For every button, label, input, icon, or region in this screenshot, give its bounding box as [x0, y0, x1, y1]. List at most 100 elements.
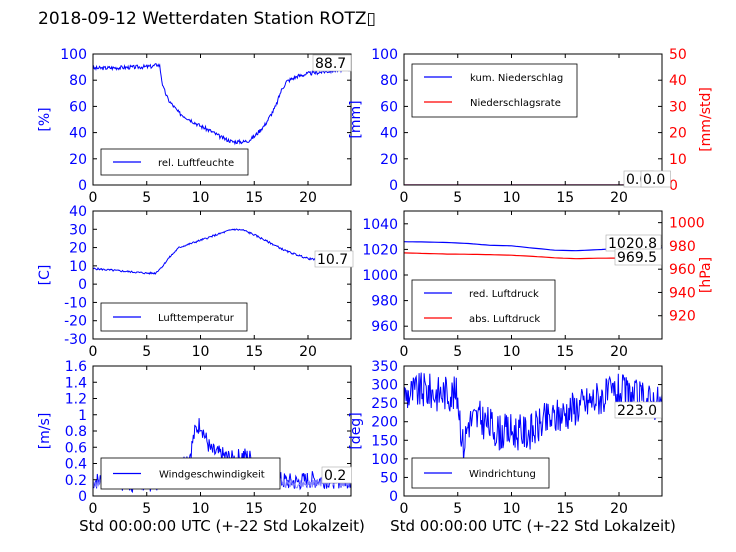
y-tick-label: 1000	[362, 268, 398, 284]
y-tick-label: 0.6	[65, 440, 87, 456]
x-tick-label: 0	[89, 344, 98, 360]
figure-title: 2018-09-12 Wetterdaten Station ROTZ▯	[38, 9, 376, 29]
y-tick-label: 0	[389, 489, 398, 505]
value-box-bg	[614, 401, 662, 419]
y2-axis-label: [hPa]	[698, 257, 714, 293]
y-tick-label: 40	[69, 204, 87, 220]
y-tick-label: 0	[78, 178, 87, 194]
y-tick-label: 1.2	[65, 392, 87, 408]
y-tick-label: 60	[69, 99, 87, 115]
x-tick-label: 10	[503, 190, 521, 206]
x-tick-label: 5	[142, 190, 151, 206]
y-tick-label: 0	[389, 178, 398, 194]
x-tick-label: 20	[610, 501, 628, 517]
y-tick-label: 350	[371, 359, 398, 375]
y-tick-label: 960	[371, 319, 398, 335]
y2-tick-label: 920	[669, 309, 696, 325]
value-box-2-bg	[614, 248, 662, 266]
panel-precipitation: 0 5 10 15 20 0 20 40 60 80 100 0 10 20 30 40 50 [mm] [mm/s…	[348, 47, 714, 206]
panel-pressure: 0 5 10 15 20 960 980 1000 1020 1040 920 940 960 980 10…	[362, 210, 714, 360]
y-axis-label: [%]	[37, 107, 53, 131]
y-tick-label: -30	[64, 332, 87, 348]
y-tick-label: 0.8	[65, 424, 87, 440]
value-box-2-bg	[640, 170, 671, 188]
legend-label: abs. Luftdruck	[469, 314, 540, 325]
y-tick-label: 80	[380, 73, 398, 89]
x-tick-label: 5	[453, 190, 462, 206]
y-tick-label: 100	[371, 452, 398, 468]
x-tick-label: 5	[453, 344, 462, 360]
legend-label: kum. Niederschlag	[470, 73, 563, 84]
x-tick-label: 15	[556, 344, 574, 360]
legend-label: Windgeschwindigkeit	[159, 470, 265, 481]
y-tick-label: 100	[371, 47, 398, 63]
x-tick-label: 10	[192, 344, 210, 360]
x-tick-label: 10	[503, 501, 521, 517]
y-tick-label: 20	[380, 152, 398, 168]
y-tick-label: 20	[69, 241, 87, 257]
y-axis-label: [mm]	[348, 100, 364, 138]
value-box: 10.7	[317, 252, 348, 268]
y2-axis-label: [mm/std]	[698, 87, 714, 152]
y-tick-label: 60	[380, 99, 398, 115]
value-box-2: 0.0	[643, 172, 665, 188]
y-tick-label: 1040	[362, 217, 398, 233]
legend-label: Niederschlagsrate	[470, 98, 561, 109]
y-tick-label: 20	[69, 152, 87, 168]
y-tick-label: -20	[64, 314, 87, 330]
y-tick-label: 200	[371, 415, 398, 431]
x-axis-label: Std 00:00:00 UTC (+-22 Std Lokalzeit)	[390, 517, 676, 535]
y-axis-label: [deg]	[348, 412, 364, 449]
y-tick-label: 300	[371, 378, 398, 394]
x-tick-label: 20	[299, 344, 317, 360]
legend-box	[411, 63, 578, 118]
value-box: 0.2	[324, 468, 346, 484]
y2-tick-label: 1000	[669, 216, 705, 232]
panel-humidity: 0 5 10 15 20 0 20 40 60 80 100 [%] rel. Luftfeuchte 8…	[37, 47, 352, 206]
y2-tick-label: 0	[669, 178, 678, 194]
plot-frame	[92, 53, 352, 186]
y-tick-label: 30	[69, 222, 87, 238]
series-line-humidity-0	[93, 63, 351, 146]
y2-tick-label: 50	[669, 47, 687, 63]
x-tick-label: 0	[400, 190, 409, 206]
x-tick-label: 5	[142, 501, 151, 517]
x-tick-label: 15	[245, 190, 263, 206]
y-tick-label: 250	[371, 396, 398, 412]
y-tick-label: 0	[78, 277, 87, 293]
x-tick-label: 0	[89, 190, 98, 206]
x-tick-label: 15	[245, 501, 263, 517]
plot-frame	[403, 53, 663, 186]
y2-tick-label: 30	[669, 99, 687, 115]
y-tick-label: 150	[371, 433, 398, 449]
y-tick-label: 80	[69, 73, 87, 89]
plot-frame	[403, 365, 663, 497]
x-tick-label: 5	[142, 344, 151, 360]
legend-label: Lufttemperatur	[158, 313, 235, 324]
x-tick-label: 15	[556, 190, 574, 206]
x-tick-label: 0	[400, 344, 409, 360]
legend-label: rel. Luftfeuchte	[158, 158, 234, 169]
y-tick-label: 1.6	[65, 359, 87, 375]
y-tick-label: 980	[371, 294, 398, 310]
x-tick-label: 20	[299, 190, 317, 206]
y2-tick-label: 10	[669, 152, 687, 168]
x-tick-label: 10	[192, 501, 210, 517]
y-axis-label: [C]	[37, 265, 53, 286]
y2-tick-label: 40	[669, 73, 687, 89]
value-box-bg	[321, 466, 352, 484]
x-tick-label: 15	[245, 344, 263, 360]
x-axis-label: Std 00:00:00 UTC (+-22 Std Lokalzeit)	[79, 517, 365, 535]
x-tick-label: 20	[610, 190, 628, 206]
panel-windspeed: 0 5 10 15 2000.20.40.60.811.21.41.6[m/s]Std …	[37, 359, 365, 535]
y2-tick-label: 20	[669, 126, 687, 142]
y-tick-label: 40	[380, 126, 398, 142]
value-box-bg	[312, 54, 352, 72]
value-box: 88.7	[315, 56, 346, 72]
y-tick-label: -10	[64, 295, 87, 311]
legend-label: red. Luftdruck	[469, 289, 539, 300]
x-tick-label: 5	[453, 501, 462, 517]
value-box-2: 969.5	[617, 250, 657, 266]
y-tick-label: 0.4	[65, 457, 87, 473]
